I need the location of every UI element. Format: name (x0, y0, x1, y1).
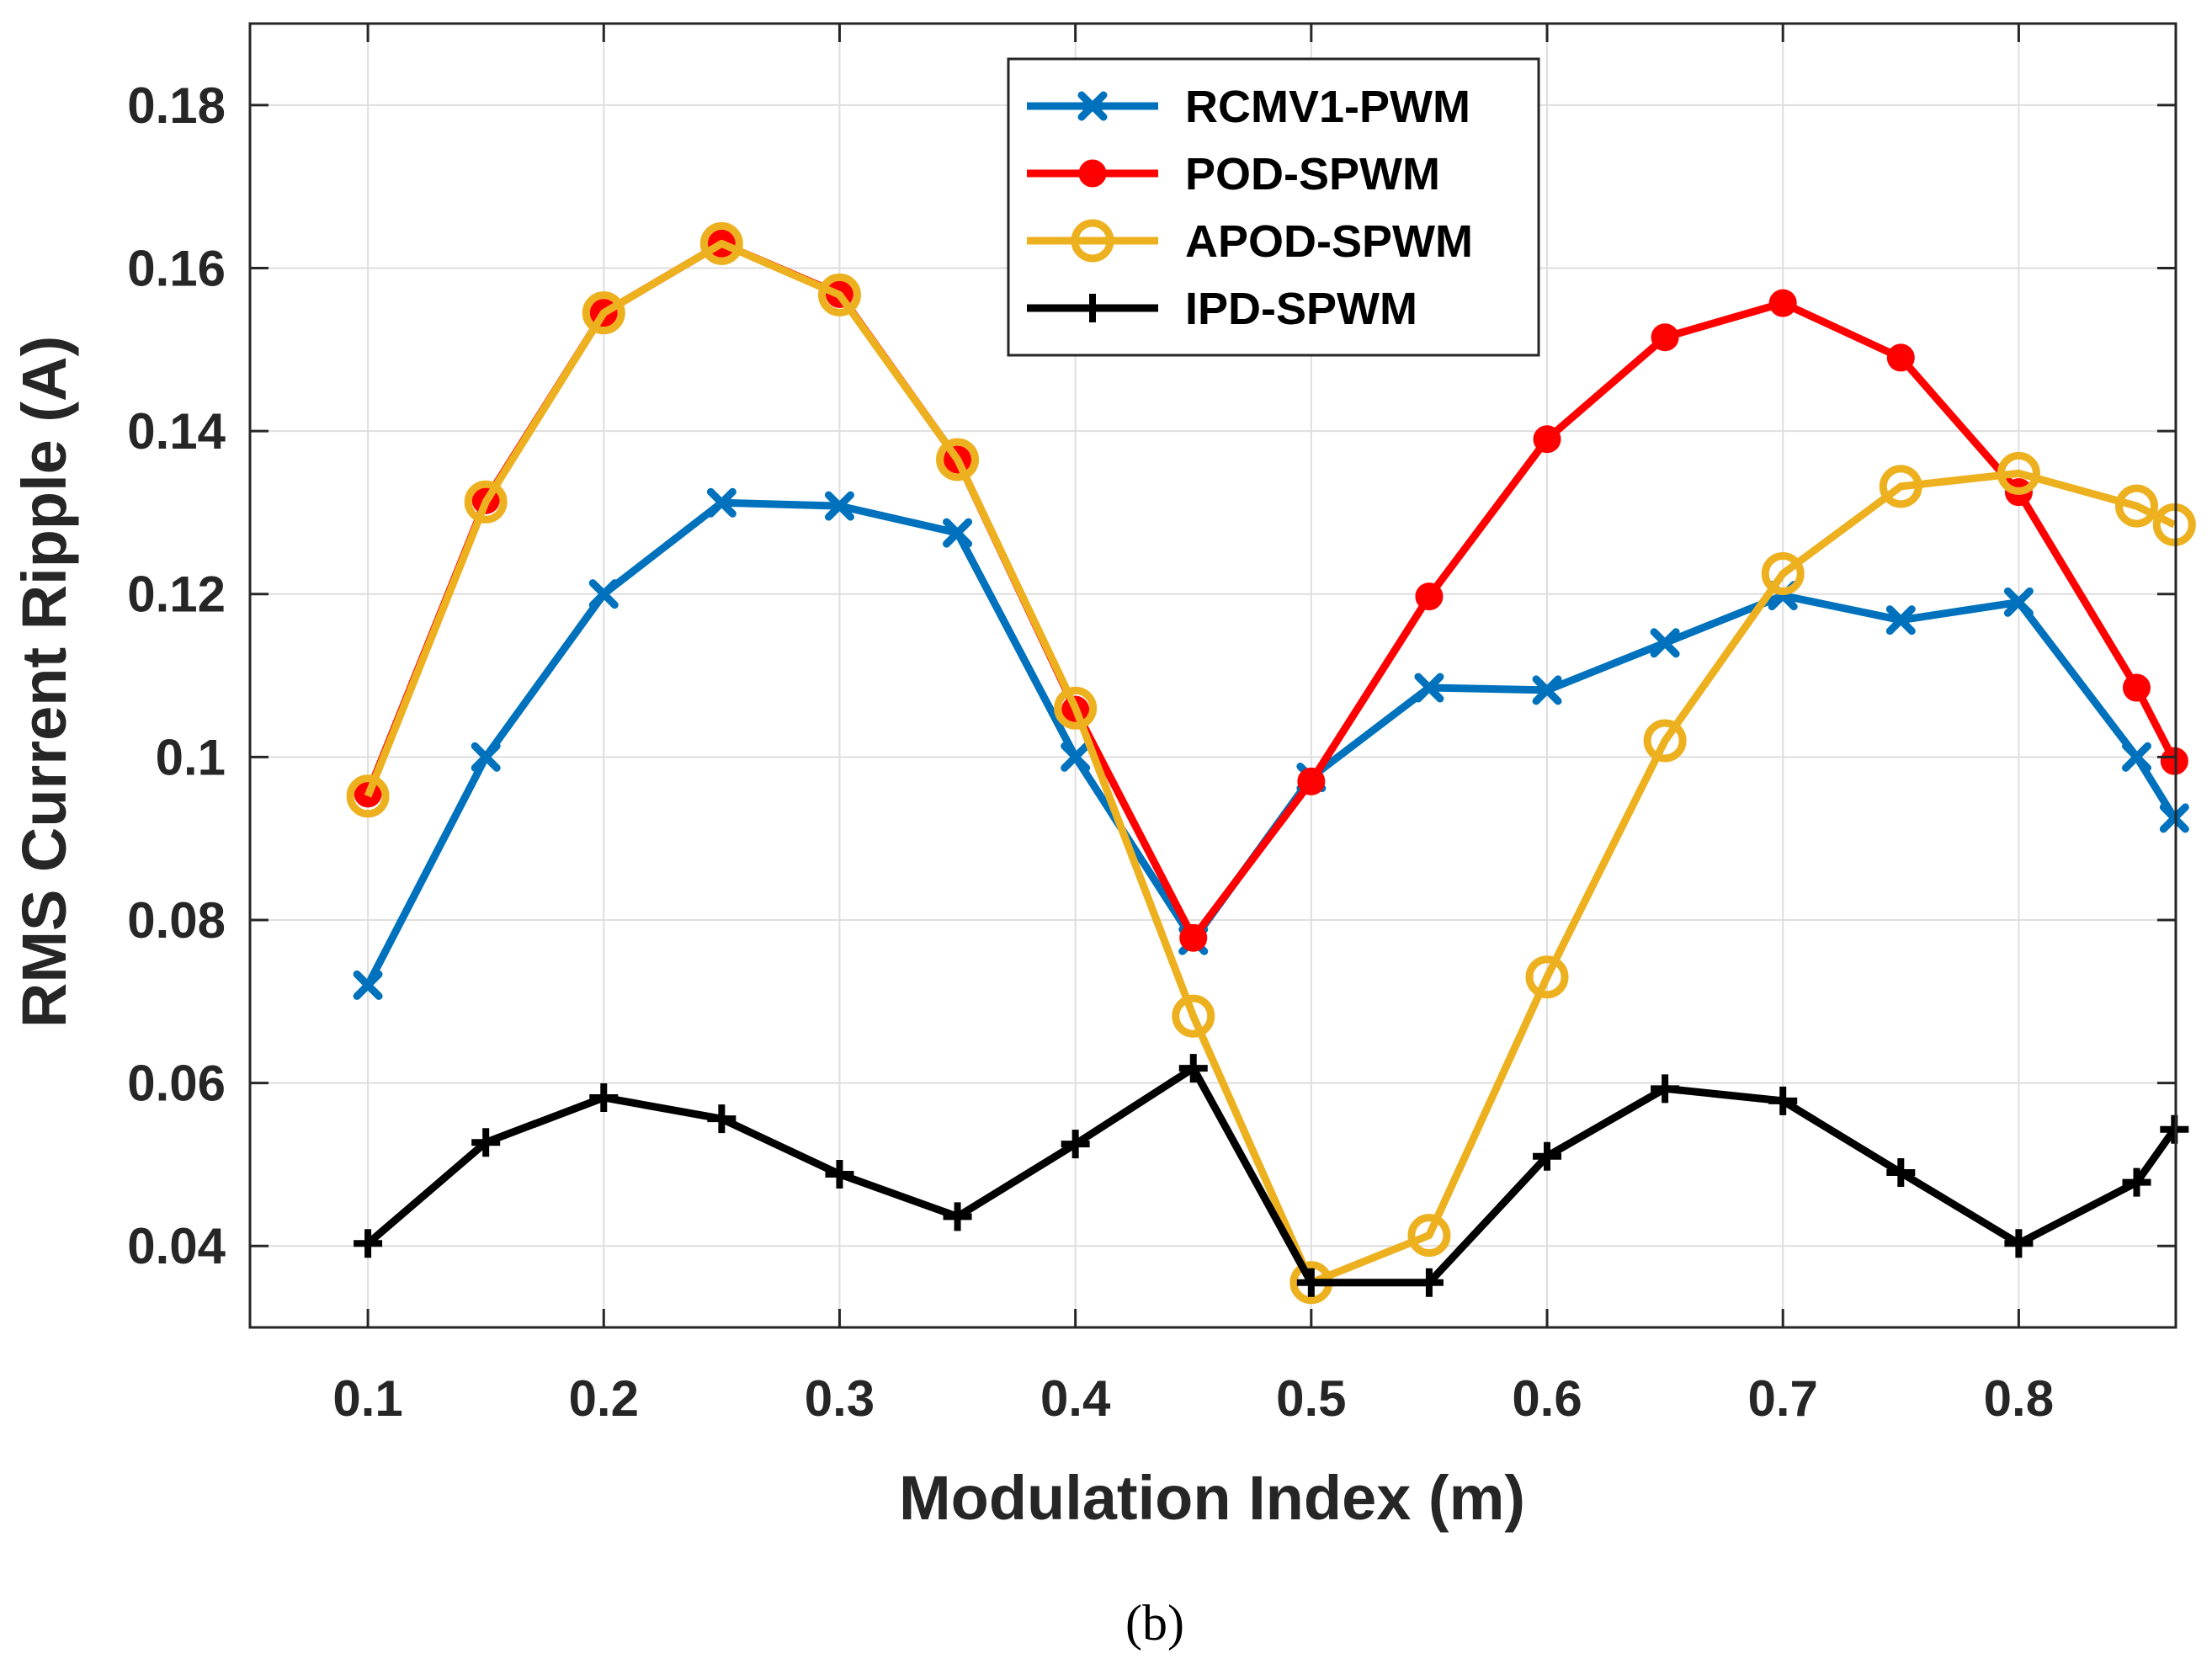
data-point-apod-spwm (2114, 484, 2158, 528)
data-point-rcmv1-pwm (1414, 673, 1444, 703)
x-tick-label: 0.5 (1276, 1370, 1346, 1427)
data-point-ipd-spwm (1886, 1158, 1916, 1188)
legend-label: RCMV1-PWM (1185, 82, 1470, 132)
legend-marker-pod-spwm (1078, 159, 1107, 188)
data-point-ipd-spwm (471, 1128, 501, 1157)
data-point-pod-spwm (1651, 323, 1679, 352)
legend-label: APOD-SPWM (1185, 216, 1473, 267)
data-point-apod-spwm (1054, 686, 1098, 730)
data-point-ipd-spwm (825, 1159, 854, 1189)
data-point-apod-spwm (1761, 551, 1805, 595)
data-point-pod-spwm (1179, 923, 1208, 952)
y-tick-labels: 0.04 0.06 0.08 0.1 0.12 0.14 0.16 0.18 (127, 77, 226, 1274)
series-ipd-spwm (354, 1054, 2189, 1297)
data-point-ipd-spwm (354, 1229, 383, 1258)
x-tick-label: 0.1 (332, 1370, 402, 1427)
data-point-rcmv1-pwm (943, 518, 973, 548)
data-point-apod-spwm (817, 273, 861, 316)
legend-marker-rcmv1-pwm (1077, 91, 1108, 121)
data-point-apod-spwm (1525, 955, 1569, 999)
data-point-apod-spwm (346, 774, 390, 818)
figure-caption: (b) (1125, 1595, 1184, 1651)
data-point-pod-spwm (1768, 289, 1797, 317)
data-point-ipd-spwm (1061, 1130, 1090, 1159)
data-point-apod-spwm (1997, 451, 2040, 495)
legend-label: POD-SPWM (1185, 149, 1440, 199)
y-tick-label: 0.18 (127, 77, 226, 134)
data-point-rcmv1-pwm (471, 742, 501, 772)
data-point-rcmv1-pwm (1885, 605, 1916, 636)
data-point-rcmv1-pwm (706, 487, 736, 518)
data-point-rcmv1-pwm (353, 970, 383, 1000)
legend-marker-ipd-spwm (1078, 294, 1107, 322)
data-point-apod-spwm (1879, 465, 1922, 508)
data-point-ipd-spwm (707, 1104, 736, 1134)
data-point-rcmv1-pwm (2121, 742, 2151, 772)
x-tick-labels: 0.1 0.2 0.3 0.4 0.5 0.6 0.7 0.8 (332, 1370, 2054, 1427)
data-point-apod-spwm (699, 221, 743, 265)
data-point-apod-spwm (1643, 719, 1687, 763)
y-tick-label: 0.16 (127, 240, 226, 296)
y-tick-label: 0.06 (127, 1056, 226, 1112)
data-point-ipd-spwm (1296, 1268, 1326, 1297)
legend-item-apod-spwm: APOD-SPWM (1027, 216, 1473, 267)
x-tick-label: 0.3 (805, 1370, 875, 1427)
y-axis-title: RMS Current Ripple (A) (9, 336, 79, 1028)
data-point-pod-spwm (1415, 582, 1444, 611)
data-point-rcmv1-pwm (1650, 628, 1680, 658)
data-point-rcmv1-pwm (1061, 742, 1091, 772)
y-tick-label: 0.08 (127, 892, 226, 949)
data-point-pod-spwm (2122, 673, 2151, 702)
data-point-ipd-spwm (2004, 1229, 2034, 1258)
data-point-ipd-spwm (589, 1082, 619, 1112)
legend-label: IPD-SPWM (1185, 284, 1417, 334)
x-tick-label: 0.6 (1512, 1370, 1582, 1427)
data-point-ipd-spwm (1414, 1268, 1444, 1297)
data-point-pod-spwm (1533, 425, 1561, 454)
series-layer (346, 221, 2196, 1305)
data-point-ipd-spwm (1768, 1086, 1798, 1115)
data-point-apod-spwm (464, 480, 508, 524)
plot-frame (248, 22, 2177, 1329)
data-point-ipd-spwm (1651, 1074, 1680, 1104)
data-point-pod-spwm (1297, 767, 1326, 795)
legend-item-pod-spwm: POD-SPWM (1027, 149, 1440, 199)
x-axis-title: Modulation Index (m) (899, 1463, 1525, 1533)
axes (248, 22, 2177, 1329)
data-point-rcmv1-pwm (2003, 587, 2034, 617)
data-point-ipd-spwm (1533, 1141, 1562, 1171)
legend-item-rcmv1-pwm: RCMV1-PWM (1027, 82, 1470, 132)
data-point-apod-spwm (936, 438, 980, 481)
data-point-ipd-spwm (943, 1202, 972, 1231)
y-tick-label: 0.14 (127, 403, 226, 460)
x-tick-label: 0.7 (1747, 1370, 1817, 1427)
data-point-rcmv1-pwm (1532, 675, 1562, 705)
data-point-apod-spwm (1172, 994, 1215, 1038)
data-point-pod-spwm (2160, 747, 2188, 775)
data-point-apod-spwm (1407, 1214, 1451, 1258)
y-tick-label: 0.1 (156, 729, 226, 785)
y-tick-label: 0.04 (127, 1218, 226, 1274)
data-point-rcmv1-pwm (588, 579, 619, 609)
legend-marker-apod-spwm (1071, 219, 1114, 263)
data-point-apod-spwm (582, 291, 625, 335)
data-point-ipd-spwm (2160, 1114, 2189, 1144)
x-tick-label: 0.8 (1984, 1370, 2054, 1427)
data-point-pod-spwm (1886, 343, 1915, 372)
data-point-rcmv1-pwm (824, 491, 854, 521)
data-point-rcmv1-pwm (2159, 803, 2189, 833)
data-point-ipd-spwm (1178, 1054, 1208, 1083)
legend: RCMV1-PWM POD-SPWM APOD-SPWM IPD-SPWM (1007, 57, 1540, 357)
data-point-ipd-spwm (2122, 1167, 2151, 1197)
y-tick-label: 0.12 (127, 566, 226, 623)
legend-item-ipd-spwm: IPD-SPWM (1027, 284, 1417, 334)
x-tick-label: 0.2 (569, 1370, 639, 1427)
data-point-apod-spwm (2152, 503, 2196, 546)
x-tick-label: 0.4 (1040, 1370, 1111, 1427)
